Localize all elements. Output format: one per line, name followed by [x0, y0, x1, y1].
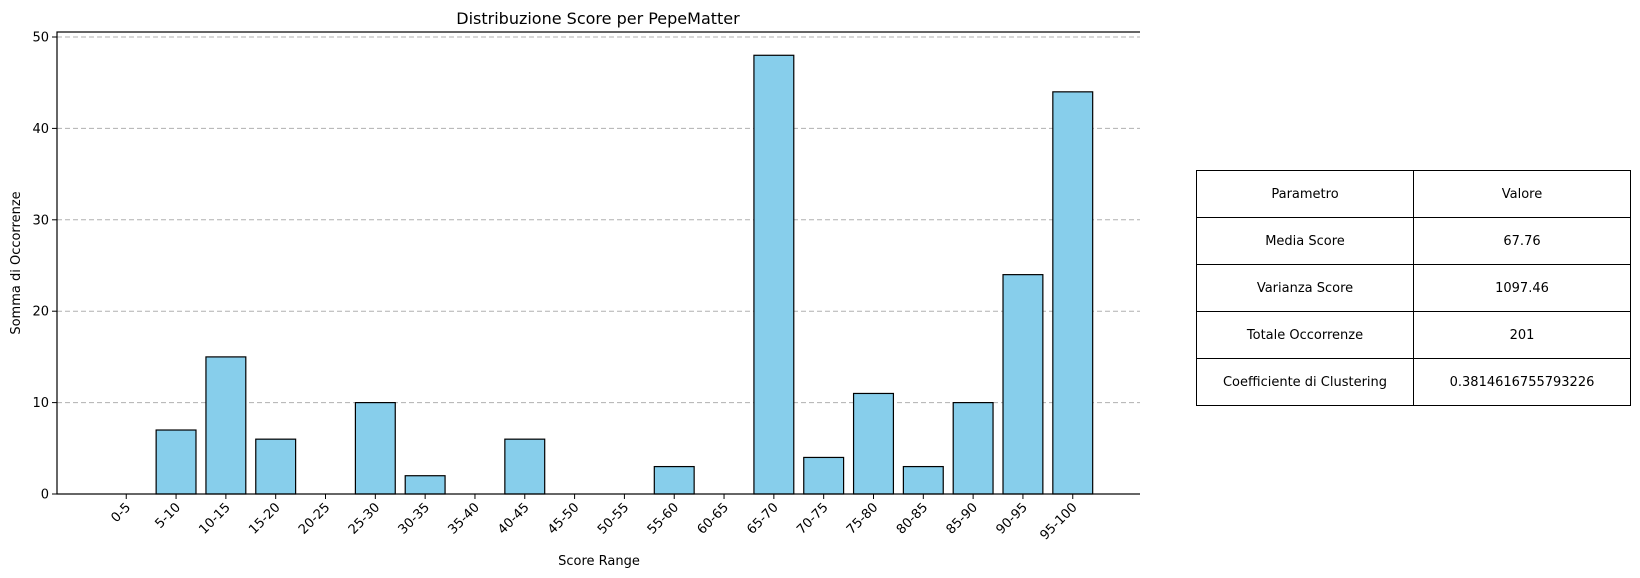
y-tick-label: 10 [32, 396, 49, 411]
grid-lines [57, 36, 1140, 404]
table-header-cell: Parametro [1196, 170, 1414, 218]
bar [1002, 274, 1044, 495]
plot-frame [56, 31, 1140, 495]
table-cell: 1097.46 [1413, 264, 1631, 312]
y-tick-label: 30 [32, 213, 49, 228]
bar [902, 465, 944, 495]
x-tick-label: 85-90 [944, 500, 981, 537]
x-tick-label: 60-65 [695, 500, 732, 537]
table-cell: Totale Occorrenze [1196, 311, 1414, 359]
stats-table: Parametro Valore Media Score 67.76 Varia… [1196, 170, 1631, 406]
bar-chart: Distribuzione Score per PepeMatter 0 10 20… [9, 9, 1140, 569]
x-tick-label: 25-30 [346, 500, 383, 537]
x-tick-label: 15-20 [246, 500, 283, 537]
table-cell: Media Score [1196, 217, 1414, 265]
y-axis: 0 10 20 30 40 50 [32, 31, 57, 503]
bar [155, 429, 197, 495]
chart-title: Distribuzione Score per PepeMatter [456, 9, 740, 28]
x-tick-label: 90-95 [993, 500, 1030, 537]
x-tick-label: 70-75 [794, 500, 831, 537]
x-tick-label: 35-40 [445, 500, 482, 537]
x-tick-label: 30-35 [396, 500, 433, 537]
x-axis: 0-5 5-10 10-15 15-20 20-25 25-30 30-35 35-40 40-… [108, 494, 1081, 543]
x-tick-label: 40-45 [495, 500, 532, 537]
bar [205, 356, 247, 495]
bar [852, 392, 895, 495]
table-cell: Coefficiente di Clustering [1196, 358, 1414, 406]
bar [753, 54, 795, 495]
table-row: Coefficiente di Clustering 0.38146167557… [1196, 358, 1631, 406]
bar [404, 475, 446, 495]
bar [354, 402, 396, 495]
table-cell: 67.76 [1413, 217, 1631, 265]
y-tick-label: 40 [32, 122, 49, 137]
bar [653, 465, 695, 495]
table-header-row: Parametro Valore [1196, 170, 1631, 218]
x-tick-label: 95-100 [1037, 500, 1080, 543]
x-tick-label: 0-5 [108, 500, 134, 526]
x-tick-label: 75-80 [844, 500, 881, 537]
bar [803, 456, 845, 495]
x-tick-label: 80-85 [894, 500, 931, 537]
x-tick-label: 45-50 [545, 500, 582, 537]
table-cell: 0.3814616755793226 [1413, 358, 1631, 406]
y-axis-label: Somma di Occorrenze [9, 191, 24, 334]
table-row: Media Score 67.76 [1196, 217, 1631, 265]
bar [504, 438, 546, 495]
x-tick-label: 65-70 [744, 500, 781, 537]
x-tick-label: 20-25 [296, 500, 333, 537]
x-axis-label: Score Range [558, 554, 640, 569]
bar [255, 438, 297, 495]
bars [155, 54, 1094, 495]
table-row: Totale Occorrenze 201 [1196, 311, 1631, 359]
y-tick-label: 50 [32, 31, 49, 46]
x-tick-label: 10-15 [196, 500, 233, 537]
y-tick-label: 0 [41, 488, 49, 503]
table-row: Varianza Score 1097.46 [1196, 264, 1631, 312]
x-tick-label: 50-55 [595, 500, 632, 537]
table-cell: 201 [1413, 311, 1631, 359]
table-header-cell: Valore [1413, 170, 1631, 218]
x-tick-label: 5-10 [152, 500, 183, 531]
bar [1052, 91, 1094, 495]
y-tick-label: 20 [32, 305, 49, 320]
x-tick-label: 55-60 [645, 500, 682, 537]
table-cell: Varianza Score [1196, 264, 1414, 312]
bar [952, 402, 994, 495]
